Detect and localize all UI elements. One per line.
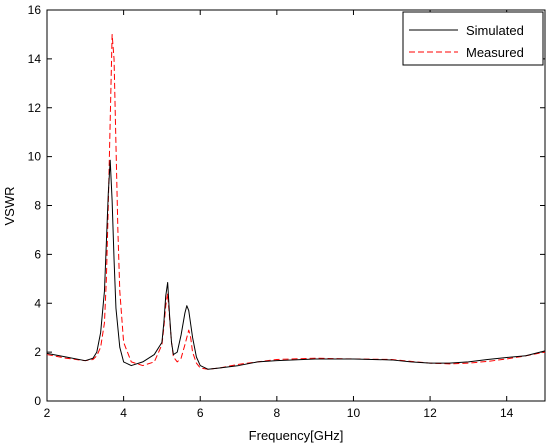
legend: Simulated Measured [402, 11, 544, 66]
series-line-simulated [46, 159, 546, 370]
y-tick-label: 6 [34, 247, 41, 261]
x-axis-label: Frequency[GHz] [249, 428, 344, 443]
legend-label-measured: Measured [466, 45, 524, 60]
y-tick-label: 2 [34, 345, 41, 359]
legend-label-simulated: Simulated [466, 23, 524, 38]
x-tick-label: 2 [44, 406, 51, 420]
series-layer [46, 33, 546, 370]
x-tick-label: 6 [197, 406, 204, 420]
y-tick-label: 10 [28, 150, 42, 164]
y-tick-label: 16 [28, 3, 42, 17]
y-tick-label: 0 [34, 394, 41, 408]
y-tick-label: 12 [28, 101, 42, 115]
x-tick-label: 12 [423, 406, 437, 420]
y-tick-label: 4 [34, 296, 41, 310]
x-tick-label: 10 [347, 406, 361, 420]
plot-area [46, 9, 546, 402]
legend-box [402, 11, 544, 66]
y-tick-label: 14 [28, 52, 42, 66]
y-axis-label: VSWR [2, 187, 17, 226]
y-tick-label: 8 [34, 199, 41, 213]
x-tick-label: 8 [274, 406, 281, 420]
x-tick-label: 4 [120, 406, 127, 420]
x-tick-label: 14 [500, 406, 514, 420]
